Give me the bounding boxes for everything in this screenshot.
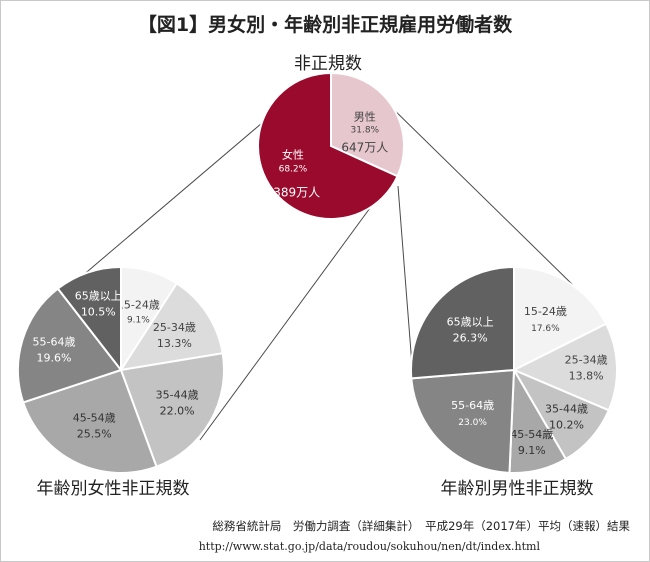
slice-label: 15-24歳 (117, 299, 160, 312)
pie-slice (21, 368, 158, 474)
slice-label: 15-24歳 (524, 305, 567, 318)
slice-label: 65歳以上 (75, 290, 122, 303)
slice-percent-label: 26.3% (453, 332, 488, 345)
slice-label: 55-64歳 (33, 336, 76, 349)
slice-label: 35-44歳 (545, 402, 588, 415)
slice-percent-label: 25.5% (77, 428, 112, 441)
pie-slice (513, 265, 608, 372)
male-pie-title: 年齢別男性非正規数 (441, 479, 594, 499)
slice-percent-label: 13.8% (569, 370, 604, 383)
pie-slice (118, 281, 224, 372)
connector-line (67, 105, 283, 289)
slice-percent-label: 23.0% (458, 418, 487, 428)
connector-line (397, 185, 414, 379)
slice-percent-label: 9.1% (518, 444, 546, 457)
female-pie-title: 年齢別女性非正規数 (37, 479, 190, 499)
source-note: 総務省統計局 労働力調査（詳細集計） 平成29年（2017年）平均（速報）結果 (212, 519, 630, 533)
slice-percent-label: 10.5% (81, 306, 116, 319)
slice-label: 男性 (354, 109, 376, 123)
pie-slice (56, 265, 122, 373)
pie-slice (17, 287, 123, 404)
pie-slice (330, 71, 405, 178)
chart-title: 【図1】男女別・年齢別非正規雇用労働者数 (138, 13, 513, 36)
pie-slice (257, 71, 399, 220)
slice-percent-label: 9.1% (127, 316, 150, 326)
slice-label: 25-34歳 (565, 354, 608, 367)
slice-percent-label: 19.6% (37, 352, 72, 365)
female-age-pie: 15-24歳 9.1%25-34歳 13.3% 35-44歳 22.0% 45-54歳 25… (17, 265, 226, 474)
slice-percent-label: 22.0% (160, 405, 195, 418)
male-age-pie: 15-24歳 17.6% 25-34歳 13.8% 35-44歳 10.2%45-54歳 9… (409, 265, 618, 474)
slice-label: 35-44歳 (156, 389, 199, 402)
connector-line (199, 207, 371, 441)
slice-label: 25-34歳 (153, 321, 196, 334)
slice-percent-label: 10.2% (549, 418, 584, 431)
main-pie-title: 非正規数 (294, 54, 362, 74)
slice-percent-label: 17.6% (531, 324, 560, 334)
source-url: http://www.stat.go.jp/data/roudou/sokuho… (199, 540, 541, 553)
slice-percent-label: 68.2% (279, 165, 308, 175)
slice-label: 45-54歳 (73, 412, 116, 425)
slice-value-label: 1389万人 (266, 186, 321, 200)
slice-label: 55-64歳 (451, 399, 494, 412)
connector-line (383, 99, 579, 291)
slice-label: 女性 (282, 148, 304, 162)
slice-percent-label: 13.3% (157, 337, 192, 350)
pie-slice (409, 265, 515, 380)
slice-label: 45-54歳 (510, 428, 553, 441)
connector-lines (67, 99, 579, 441)
slice-value-label: 647万人 (341, 140, 388, 154)
pie-slice (410, 368, 516, 474)
pie-slice (511, 322, 618, 412)
slice-label: 65歳以上 (447, 316, 494, 329)
slice-percent-label: 31.8% (351, 125, 380, 135)
